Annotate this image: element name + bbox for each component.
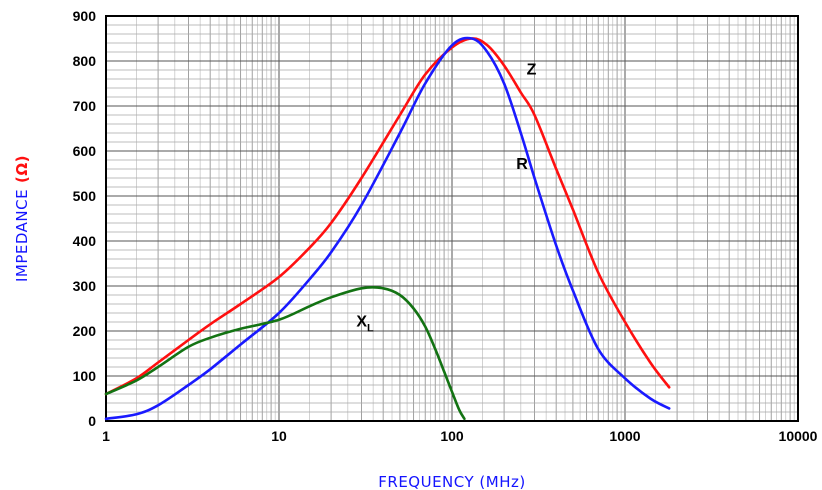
x-tick-label: 1 bbox=[102, 428, 110, 444]
y-tick-label: 600 bbox=[73, 143, 97, 159]
x-axis-title: FREQUENCY (MHz) bbox=[378, 473, 525, 490]
series-labels: Z R XL bbox=[356, 62, 536, 335]
x-tick-label: 10000 bbox=[779, 428, 818, 444]
y-tick-labels: 0 100 200 300 400 500 600 700 800 900 bbox=[73, 8, 97, 429]
series-label-r: R bbox=[516, 156, 528, 173]
y-tick-label: 700 bbox=[73, 98, 97, 114]
y-tick-label: 100 bbox=[73, 368, 97, 384]
x-tick-label: 100 bbox=[440, 428, 464, 444]
series-line-xl bbox=[104, 285, 466, 421]
grid bbox=[105, 15, 799, 422]
series-line-z bbox=[104, 37, 671, 396]
y-axis-title: IMPEDANCE (Ω) bbox=[13, 155, 31, 282]
series-line-r bbox=[104, 36, 671, 421]
y-tick-label: 300 bbox=[73, 278, 97, 294]
y-axis-title-text: IMPEDANCE (Ω) bbox=[13, 155, 31, 282]
series-layer bbox=[104, 36, 671, 421]
y-tick-label: 800 bbox=[73, 53, 97, 69]
y-axis-title-unit: (Ω) bbox=[13, 155, 31, 183]
y-tick-label: 0 bbox=[88, 413, 96, 429]
y-axis-title-label: IMPEDANCE bbox=[13, 189, 31, 282]
y-tick-label: 500 bbox=[73, 188, 97, 204]
series-label-xl: XL bbox=[356, 314, 374, 335]
x-tick-label: 10 bbox=[271, 428, 287, 444]
y-tick-label: 400 bbox=[73, 233, 97, 249]
y-tick-label: 900 bbox=[73, 8, 97, 24]
plot-frame bbox=[105, 15, 799, 422]
x-tick-label: 1000 bbox=[609, 428, 640, 444]
y-tick-label: 200 bbox=[73, 323, 97, 339]
series-label-z: Z bbox=[527, 62, 537, 79]
x-tick-labels: 1 10 100 1000 10000 bbox=[102, 428, 818, 444]
